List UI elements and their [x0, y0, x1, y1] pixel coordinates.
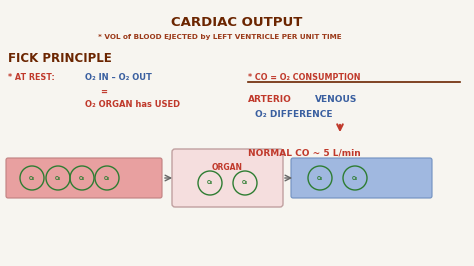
Text: ORGAN: ORGAN	[212, 164, 243, 172]
Text: O₂: O₂	[317, 176, 323, 181]
Text: O₂ ORGAN has USED: O₂ ORGAN has USED	[85, 100, 180, 109]
Text: O₂: O₂	[352, 176, 358, 181]
Text: * AT REST:: * AT REST:	[8, 73, 55, 82]
FancyBboxPatch shape	[291, 158, 432, 198]
Text: O₂: O₂	[29, 176, 35, 181]
Text: O₂ DIFFERENCE: O₂ DIFFERENCE	[255, 110, 332, 119]
Text: * CO = O₂ CONSUMPTION: * CO = O₂ CONSUMPTION	[248, 73, 361, 82]
Text: FICK PRINCIPLE: FICK PRINCIPLE	[8, 52, 112, 65]
Text: NORMAL CO ~ 5 L/min: NORMAL CO ~ 5 L/min	[248, 148, 361, 157]
Text: CARDIAC OUTPUT: CARDIAC OUTPUT	[171, 16, 303, 29]
Text: * VOL of BLOOD EJECTED by LEFT VENTRICLE PER UNIT TIME: * VOL of BLOOD EJECTED by LEFT VENTRICLE…	[98, 34, 342, 40]
Text: VENOUS: VENOUS	[315, 95, 357, 104]
Text: O₂ IN – O₂ OUT: O₂ IN – O₂ OUT	[85, 73, 152, 82]
FancyBboxPatch shape	[172, 149, 283, 207]
Text: =: =	[100, 88, 107, 97]
Text: O₂: O₂	[79, 176, 85, 181]
Text: O₂: O₂	[55, 176, 61, 181]
Text: O₂: O₂	[207, 181, 213, 185]
Text: O₂: O₂	[242, 181, 248, 185]
Text: ARTERIO: ARTERIO	[248, 95, 292, 104]
FancyBboxPatch shape	[6, 158, 162, 198]
Text: O₂: O₂	[104, 176, 110, 181]
